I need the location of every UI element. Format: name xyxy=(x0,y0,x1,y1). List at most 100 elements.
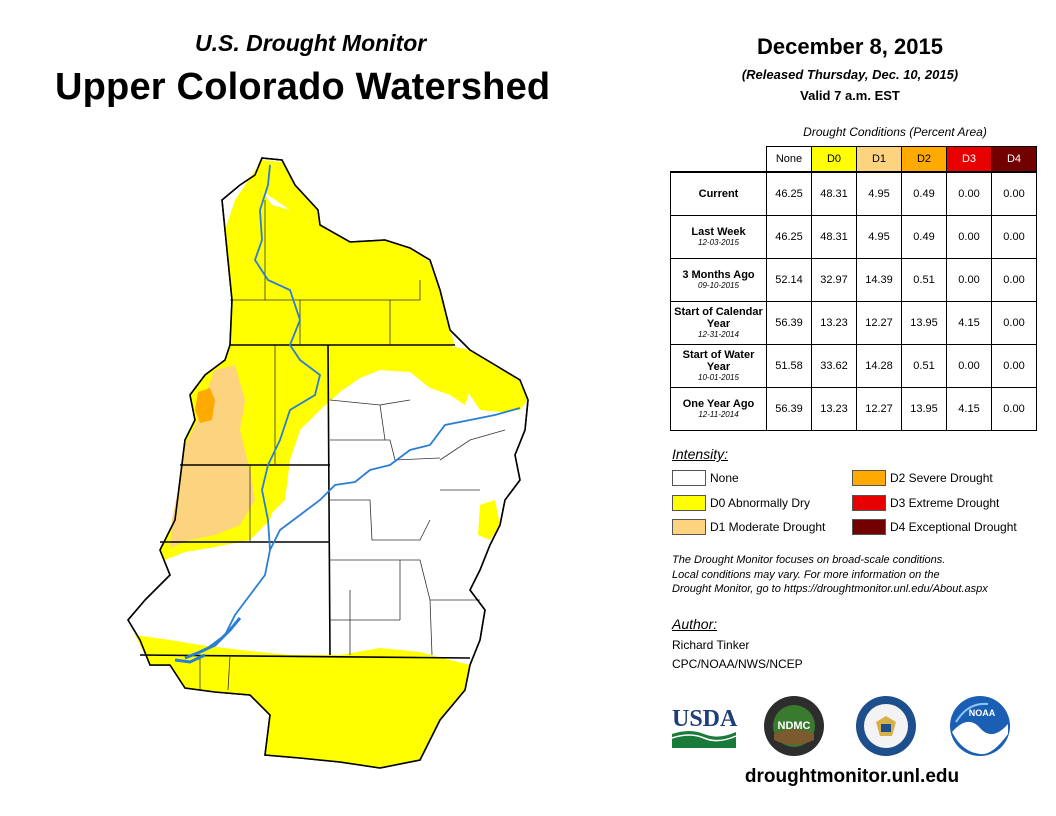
row-label: Current xyxy=(670,171,767,216)
value-cell-d1: 12.27 xyxy=(856,301,902,345)
ndmc-logo: NDMC xyxy=(764,696,824,756)
noaa-logo-text: NOAA xyxy=(969,708,996,718)
d0-area-central xyxy=(270,345,470,515)
row-label-text: 3 Months Ago xyxy=(682,269,755,281)
row-label-text: Current xyxy=(698,188,739,200)
value-cell-none: 56.39 xyxy=(766,301,812,345)
d0-area-south xyxy=(135,635,470,768)
legend-swatch xyxy=(672,495,706,511)
d0-area-east xyxy=(445,345,528,412)
table-row: Start of Calendar Year 12-31-2014 56.39 13.… xyxy=(670,301,1037,345)
row-date: 12-03-2015 xyxy=(698,238,739,247)
release-date: (Released Thursday, Dec. 10, 2015) xyxy=(741,67,959,82)
state-boundary xyxy=(139,344,471,659)
value-cell-d3: 0.00 xyxy=(946,215,992,259)
legend-swatch xyxy=(672,470,706,486)
row-date: 12-11-2014 xyxy=(698,410,739,419)
colorado-river xyxy=(269,407,521,551)
author-title: Author: xyxy=(672,616,718,632)
row-date: 10-01-2015 xyxy=(698,373,739,382)
ndmc-logo-text: NDMC xyxy=(778,720,811,732)
note-line-3[interactable]: Drought Monitor, go to https://droughtmo… xyxy=(672,583,988,595)
row-date: 09-10-2015 xyxy=(698,281,739,290)
row-label: Start of Water Year 10-01-2015 xyxy=(670,344,767,388)
value-cell-d3: 4.15 xyxy=(946,301,992,345)
conditions-table: None D0 D1 D2 D3 D4 Current 46.25 48.31 4.95 0.49… xyxy=(670,146,1037,431)
table-row: 3 Months Ago 09-10-2015 52.14 32.97 14.39 0.5… xyxy=(670,258,1037,302)
value-cell-d3: 0.00 xyxy=(946,171,992,216)
value-cell-d0: 13.23 xyxy=(811,301,857,345)
note-line-1: The Drought Monitor focuses on broad-sca… xyxy=(672,554,946,566)
note-line-2: Local conditions may vary. For more info… xyxy=(672,568,940,581)
table-row: Last Week 12-03-2015 46.25 48.31 4.95 0.49 0.0… xyxy=(670,215,1037,259)
value-cell-d1: 4.95 xyxy=(856,215,902,259)
value-cell-d0: 48.31 xyxy=(811,215,857,259)
value-cell-d0: 48.31 xyxy=(811,171,857,216)
value-cell-d4: 0.00 xyxy=(991,387,1037,431)
column-header-d0: D0 xyxy=(811,146,857,173)
map-date: December 8, 2015 xyxy=(757,34,943,59)
lake-powell xyxy=(174,617,242,664)
value-cell-d0: 32.97 xyxy=(811,258,857,302)
watershed-map xyxy=(127,157,529,769)
legend-label: D4 Exceptional Drought xyxy=(890,520,1017,534)
valid-time: Valid 7 a.m. EST xyxy=(800,88,900,103)
legend-label: D0 Abnormally Dry xyxy=(710,496,811,510)
header-blank-cell xyxy=(671,147,767,173)
value-cell-d2: 0.49 xyxy=(901,215,947,259)
legend-swatch xyxy=(852,495,886,511)
row-label-text: Start of Calendar Year xyxy=(674,306,763,330)
row-label: Start of Calendar Year 12-31-2014 xyxy=(670,301,767,345)
legend-label: D1 Moderate Drought xyxy=(710,520,826,534)
value-cell-d4: 0.00 xyxy=(991,215,1037,259)
row-label: Last Week 12-03-2015 xyxy=(670,215,767,259)
row-label: One Year Ago 12-11-2014 xyxy=(670,387,767,431)
table-row: One Year Ago 12-11-2014 56.39 13.23 12.27 13.… xyxy=(670,387,1037,431)
legend-swatch xyxy=(852,519,886,535)
value-cell-d2: 13.95 xyxy=(901,301,947,345)
value-cell-d2: 13.95 xyxy=(901,387,947,431)
commerce-seal xyxy=(856,696,916,756)
d0-hole-north xyxy=(240,205,445,345)
value-cell-d0: 13.23 xyxy=(811,387,857,431)
value-cell-d1: 4.95 xyxy=(856,171,902,216)
legend-swatch xyxy=(672,519,706,535)
intensity-title: Intensity: xyxy=(672,446,729,462)
column-header-d1: D1 xyxy=(856,146,902,173)
disclaimer-note: The Drought Monitor focuses on broad-sca… xyxy=(672,553,1042,597)
legend-swatch xyxy=(852,470,886,486)
county-lines xyxy=(199,200,506,691)
legend-label: D2 Severe Drought xyxy=(890,471,993,485)
website-link[interactable]: droughtmonitor.unl.edu xyxy=(744,766,960,787)
value-cell-d3: 0.00 xyxy=(946,258,992,302)
row-label-text: Last Week xyxy=(691,226,746,238)
value-cell-d4: 0.00 xyxy=(991,171,1037,216)
row-label-text: Start of Water Year xyxy=(682,349,755,373)
value-cell-d2: 0.51 xyxy=(901,258,947,302)
d1-area xyxy=(170,365,255,548)
legend-label: D3 Extreme Drought xyxy=(890,496,1000,510)
column-header-d3: D3 xyxy=(946,146,992,173)
value-cell-none: 52.14 xyxy=(766,258,812,302)
column-header-d2: D2 xyxy=(901,146,947,173)
row-label-text: One Year Ago xyxy=(682,398,755,410)
watershed-outline xyxy=(127,157,529,769)
value-cell-none: 56.39 xyxy=(766,387,812,431)
d2-area xyxy=(195,388,215,423)
usda-logo-text: USDA xyxy=(672,706,738,732)
value-cell-d1: 12.27 xyxy=(856,387,902,431)
value-cell-none: 51.58 xyxy=(766,344,812,388)
value-cell-none: 46.25 xyxy=(766,215,812,259)
noaa-logo: NOAA xyxy=(950,696,1010,756)
author-name: Richard Tinker xyxy=(672,638,750,652)
map-title: Upper Colorado Watershed xyxy=(55,66,551,108)
legend-label: None xyxy=(710,471,739,485)
map-subtitle: U.S. Drought Monitor xyxy=(195,30,427,56)
author-org: CPC/NOAA/NWS/NCEP xyxy=(672,657,803,671)
d0-area-east-small xyxy=(478,500,500,540)
value-cell-d2: 0.49 xyxy=(901,171,947,216)
value-cell-d4: 0.00 xyxy=(991,301,1037,345)
green-river xyxy=(184,164,322,659)
table-header-row: None D0 D1 D2 D3 D4 xyxy=(671,146,1037,173)
value-cell-d1: 14.39 xyxy=(856,258,902,302)
